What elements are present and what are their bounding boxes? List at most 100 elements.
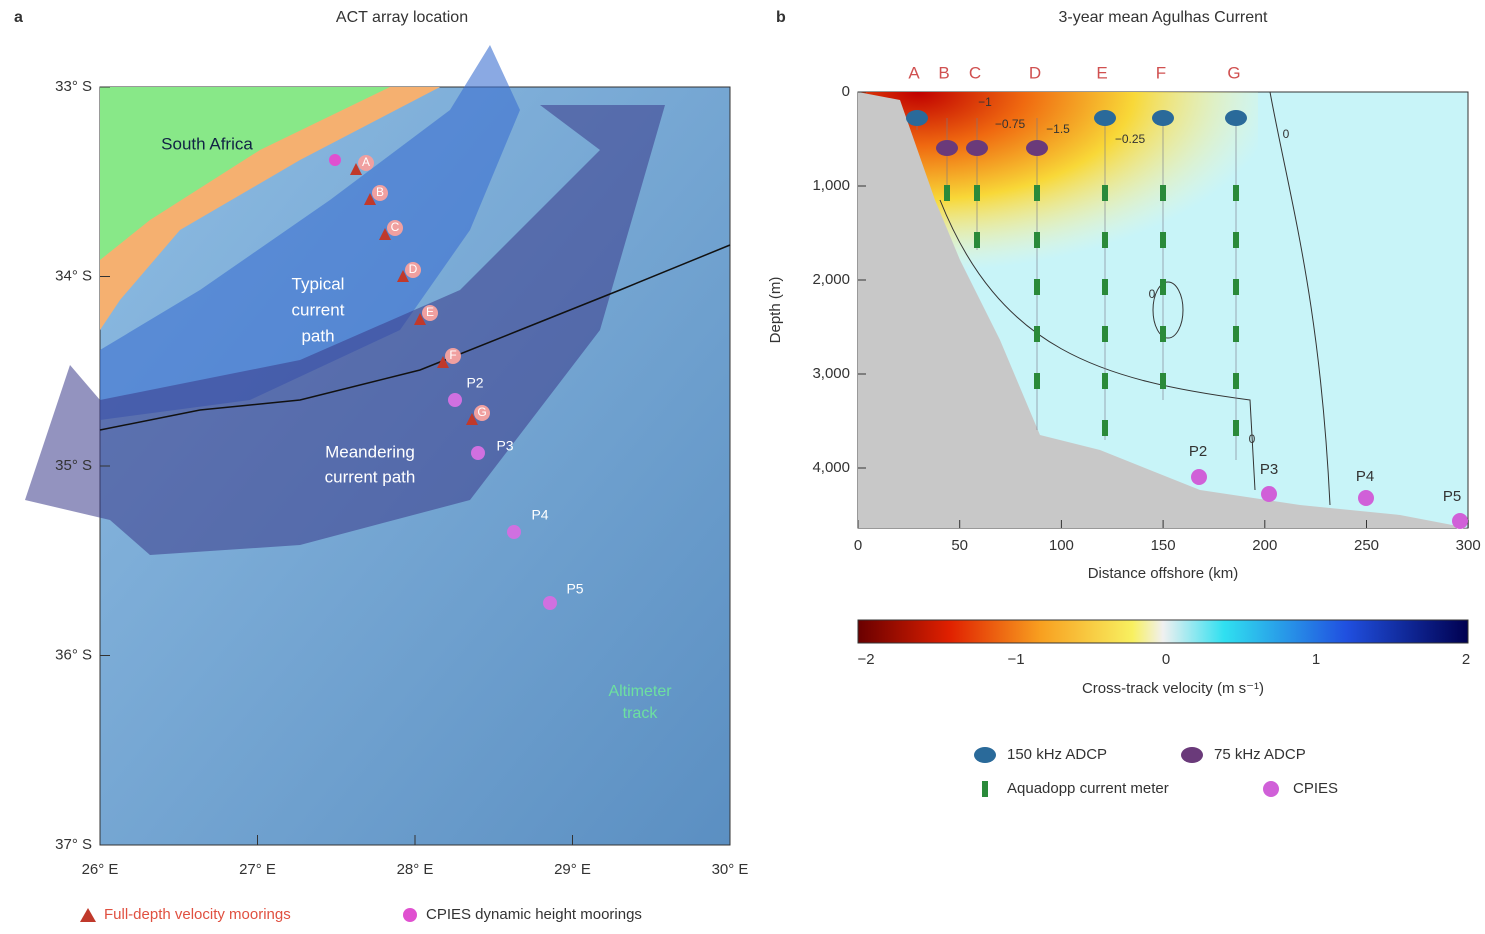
mooring-label: B	[376, 185, 384, 199]
colorbar-tick: −1	[1007, 651, 1024, 668]
path-label: Typical	[292, 274, 345, 293]
current-meter	[944, 185, 950, 201]
panel-letter: a	[14, 9, 23, 26]
cpies-marker	[1191, 469, 1207, 485]
mooring-label: D	[1029, 63, 1041, 82]
lat-label: 36° S	[55, 646, 92, 663]
path-label: current	[292, 300, 345, 319]
cpies-label: P2	[466, 375, 483, 391]
current-meter	[1233, 373, 1239, 389]
mooring-label: B	[938, 63, 949, 82]
contour-label: −1.5	[1046, 122, 1070, 136]
y-tick-label: 4,000	[812, 459, 850, 476]
contour-label: −0.75	[995, 117, 1026, 131]
current-meter	[1102, 326, 1108, 342]
legend-label: 75 kHz ADCP	[1214, 746, 1306, 763]
x-tick-label: 0	[854, 537, 862, 554]
legend-label: CPIES	[1293, 780, 1338, 797]
legend-marker	[974, 747, 996, 763]
x-tick-label: 300	[1456, 537, 1481, 554]
legend-label: Full-depth velocity moorings	[104, 906, 291, 923]
lat-label: 37° S	[55, 836, 92, 853]
cpies-marker	[543, 596, 557, 610]
x-axis-label: Distance offshore (km)	[1088, 565, 1239, 582]
cpies-marker	[329, 154, 341, 166]
current-meter	[974, 232, 980, 248]
track-label: track	[623, 705, 659, 722]
y-tick-label: 1,000	[812, 177, 850, 194]
cpies-marker	[1358, 490, 1374, 506]
current-meter	[1102, 185, 1108, 201]
current-meter	[1102, 420, 1108, 436]
current-meter	[1102, 373, 1108, 389]
current-meter	[1034, 373, 1040, 389]
cpies-marker	[1452, 513, 1468, 529]
current-meter	[1233, 420, 1239, 436]
panel-title: 3-year mean Agulhas Current	[1059, 9, 1269, 26]
contour-label: −1	[978, 95, 992, 109]
legend-marker	[1263, 781, 1279, 797]
adcp	[1225, 110, 1247, 126]
legend-label: 150 kHz ADCP	[1007, 746, 1107, 763]
legend-label: Aquadopp current meter	[1007, 780, 1169, 797]
current-meter	[1034, 232, 1040, 248]
contour-label: 0	[1149, 287, 1156, 301]
path-label: current path	[325, 467, 416, 486]
adcp	[906, 110, 928, 126]
current-meter	[1160, 279, 1166, 295]
cpies-label: P2	[1189, 443, 1207, 460]
lon-label: 28° E	[397, 861, 434, 878]
path-label: path	[301, 326, 334, 345]
legend-marker	[403, 908, 417, 922]
mooring-label: C	[969, 63, 981, 82]
current-meter	[1233, 279, 1239, 295]
cpies-label: P3	[1260, 461, 1278, 478]
panel-title: ACT array location	[336, 9, 468, 26]
current-meter	[1233, 326, 1239, 342]
cpies-label: P5	[1443, 488, 1461, 505]
colorbar-tick: 2	[1462, 651, 1470, 668]
colorbar-tick: −2	[857, 651, 874, 668]
figure: a ACT array location 33° S34° S35° S36° …	[0, 0, 1485, 929]
legend-marker	[1181, 747, 1203, 763]
contour-label: 0	[1283, 127, 1290, 141]
panel-letter: b	[776, 9, 786, 26]
y-tick-label: 0	[842, 83, 850, 100]
current-meter	[1034, 326, 1040, 342]
current-meter	[1102, 279, 1108, 295]
current-meter	[1160, 185, 1166, 201]
mooring-label: E	[426, 305, 434, 319]
lon-label: 26° E	[82, 861, 119, 878]
x-tick-label: 50	[951, 537, 968, 554]
lat-label: 33° S	[55, 78, 92, 95]
x-tick-label: 200	[1252, 537, 1277, 554]
adcp	[1152, 110, 1174, 126]
colorbar-label: Cross-track velocity (m s⁻¹)	[1082, 680, 1264, 697]
cpies-label: P4	[1356, 468, 1374, 485]
adcp	[966, 140, 988, 156]
land-label: South Africa	[161, 134, 253, 153]
current-meter	[1233, 185, 1239, 201]
mooring-label: A	[908, 63, 920, 82]
y-axis-label: Depth (m)	[767, 277, 784, 344]
mooring-label: E	[1096, 63, 1107, 82]
adcp	[1026, 140, 1048, 156]
lat-label: 34° S	[55, 267, 92, 284]
mooring-label: D	[409, 262, 418, 276]
cpies-marker	[507, 525, 521, 539]
mooring-label: C	[391, 220, 400, 234]
colorbar-tick: 0	[1162, 651, 1170, 668]
cpies-marker	[471, 446, 485, 460]
cpies-marker	[448, 393, 462, 407]
contour-label: −0.25	[1115, 132, 1146, 146]
current-meter	[1034, 279, 1040, 295]
mooring-label: G	[1227, 63, 1240, 82]
path-label: Meandering	[325, 442, 415, 461]
mooring-label: G	[477, 405, 486, 419]
y-tick-label: 2,000	[812, 271, 850, 288]
current-meter	[1160, 232, 1166, 248]
legend-marker	[982, 781, 988, 797]
x-tick-label: 100	[1049, 537, 1074, 554]
lon-label: 30° E	[712, 861, 749, 878]
x-tick-label: 250	[1354, 537, 1379, 554]
